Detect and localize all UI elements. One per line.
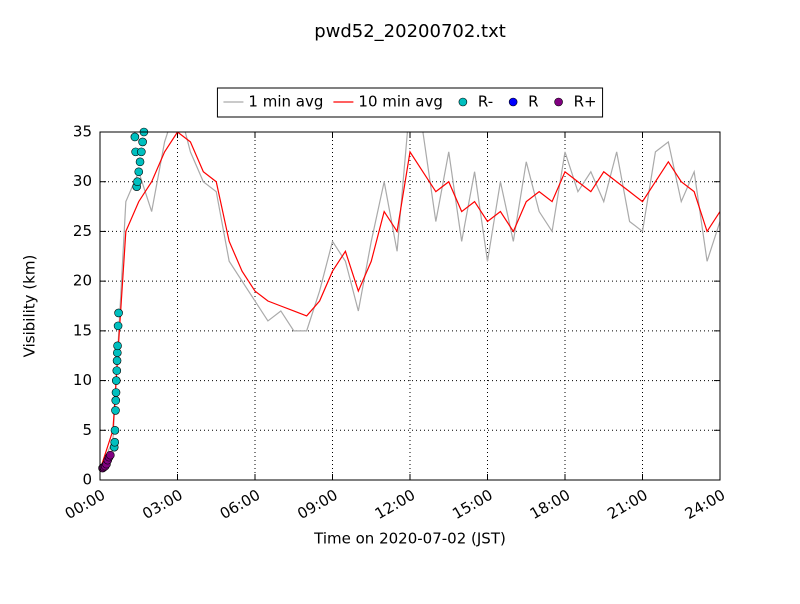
legend-swatch: [458, 97, 468, 107]
legend-label: R-: [478, 93, 493, 111]
x-tick-label: 00:00: [62, 486, 108, 523]
line-series: [100, 132, 720, 471]
scatter-point: [110, 437, 120, 447]
scatter-point: [135, 157, 145, 167]
scatter-point: [106, 450, 115, 460]
scatter-point: [134, 167, 144, 177]
scatter-point: [113, 321, 123, 331]
x-tick-label: 03:00: [139, 486, 185, 523]
plot-frame: [99, 131, 721, 481]
y-tick-label: 10: [73, 371, 92, 389]
y-tick-label: 20: [73, 272, 92, 290]
legend-swatch: [554, 97, 563, 107]
scatter-point: [111, 376, 121, 385]
y-tick-label: 25: [73, 222, 92, 240]
x-tick-label: 21:00: [604, 486, 650, 523]
scatter-point: [111, 396, 121, 405]
y-tick-label: 30: [73, 172, 92, 190]
scatter-point: [113, 341, 122, 351]
x-tick-label: 09:00: [294, 486, 340, 523]
y-tick-label: 15: [73, 321, 92, 339]
scatter-point: [114, 308, 123, 318]
scatter-point: [137, 147, 146, 157]
y-tick-label: 35: [73, 123, 92, 141]
chart-title: pwd52_20200702.txt: [314, 21, 506, 42]
x-tick-label: 18:00: [527, 486, 573, 523]
legend-label: 1 min avg: [248, 93, 323, 111]
x-tick-label: 12:00: [372, 486, 418, 523]
scatter-point: [138, 137, 147, 147]
scatter-point: [111, 406, 120, 415]
plot-area: [100, 132, 720, 471]
x-axis-label: Time on 2020-07-02 (JST): [313, 530, 506, 548]
legend-box: [216, 87, 604, 118]
line-series: [100, 132, 720, 471]
legend-label: R: [528, 93, 538, 111]
legend-swatch: [508, 97, 518, 107]
legend: 1 min avg 10 min avg R- R R+: [216, 87, 604, 118]
scatter-point: [133, 177, 142, 187]
y-tick-label: 0: [82, 471, 92, 489]
scatter-point: [112, 366, 122, 375]
y-axis-label: Visibility (km): [21, 255, 39, 358]
scatter-point: [111, 388, 121, 397]
scatter-point: [110, 425, 120, 435]
legend-label: 10 min avg: [358, 93, 443, 111]
x-tick-label: 24:00: [682, 486, 728, 523]
x-tick-label: 15:00: [449, 486, 495, 523]
scatter-point: [112, 356, 122, 365]
y-tick-label: 5: [82, 421, 92, 439]
x-tick-label: 06:00: [217, 486, 263, 523]
legend-label: R+: [574, 93, 597, 111]
scatter-point: [130, 132, 140, 142]
